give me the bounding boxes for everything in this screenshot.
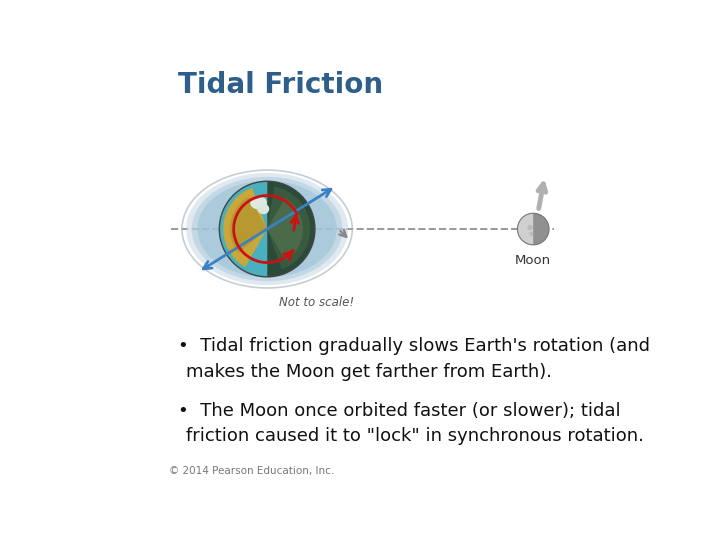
Wedge shape [518,213,534,245]
Text: friction caused it to "lock" in synchronous rotation.: friction caused it to "lock" in synchron… [186,427,644,446]
Text: Tidal Friction: Tidal Friction [178,71,383,99]
Text: Not to scale!: Not to scale! [279,295,354,308]
Text: © 2014 Pearson Education, Inc.: © 2014 Pearson Education, Inc. [169,465,335,476]
Text: Moon: Moon [516,254,552,267]
Text: •  The Moon once orbited faster (or slower); tidal: • The Moon once orbited faster (or slowe… [178,402,621,420]
Text: •  Tidal friction gradually slows Earth's rotation (and: • Tidal friction gradually slows Earth's… [178,337,649,355]
Wedge shape [534,213,549,245]
Circle shape [529,232,534,236]
Text: makes the Moon get farther from Earth).: makes the Moon get farther from Earth). [186,363,552,381]
Ellipse shape [197,181,337,278]
Wedge shape [220,181,267,277]
Ellipse shape [250,196,267,210]
Circle shape [518,213,549,245]
Ellipse shape [192,177,343,281]
Wedge shape [223,188,267,267]
Wedge shape [267,181,315,277]
Wedge shape [220,181,267,277]
Wedge shape [267,187,310,269]
Wedge shape [230,197,267,253]
Wedge shape [267,198,303,260]
Ellipse shape [257,204,269,214]
Circle shape [527,225,533,230]
Ellipse shape [186,173,348,285]
